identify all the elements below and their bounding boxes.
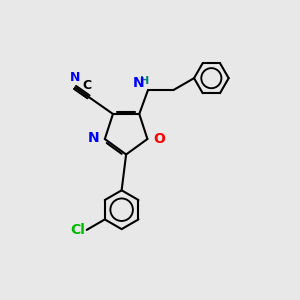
Text: N: N <box>88 130 99 145</box>
Text: N: N <box>133 76 144 89</box>
Text: O: O <box>153 132 165 146</box>
Text: C: C <box>82 80 91 92</box>
Text: H: H <box>140 76 149 85</box>
Text: Cl: Cl <box>70 223 85 237</box>
Text: N: N <box>70 71 80 84</box>
